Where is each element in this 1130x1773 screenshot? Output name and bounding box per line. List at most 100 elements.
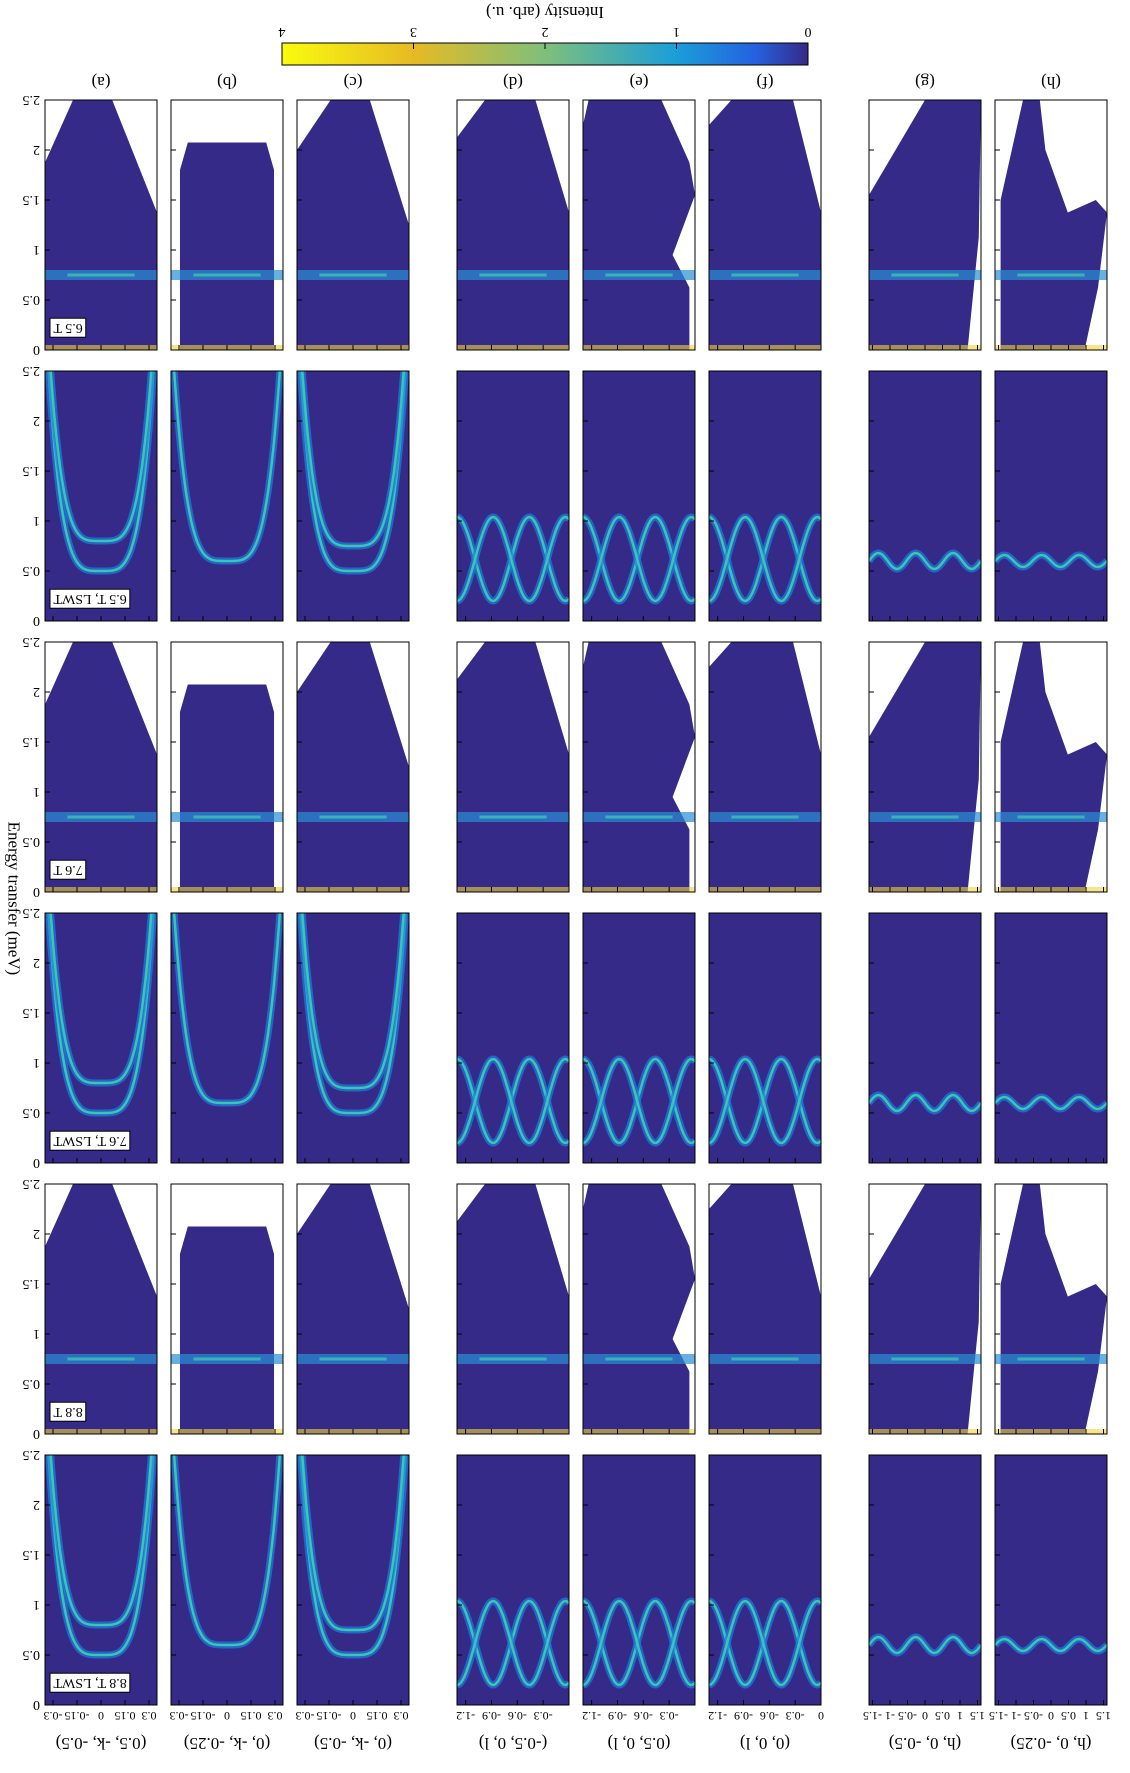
column-xlabel: (h, 0, -0.25) xyxy=(1011,1734,1092,1753)
x-tick-label: 0.3 xyxy=(142,1709,157,1723)
panel xyxy=(995,371,1107,621)
panel xyxy=(869,642,981,892)
y-tick-label: 1.5 xyxy=(23,1547,41,1562)
column-xlabel: (0.5, -k, -0.5) xyxy=(56,1734,147,1753)
y-tick-label: 0 xyxy=(33,1697,40,1712)
column-label: (h) xyxy=(1041,73,1061,92)
y-tick-label: 1 xyxy=(33,242,40,257)
panel-background xyxy=(995,913,1107,1163)
x-tick-label: 0.3 xyxy=(268,1709,283,1723)
x-tick-label: -0.6 xyxy=(508,1709,527,1723)
column-label: (c) xyxy=(344,73,363,92)
row-label: 8.8 T, LSWT xyxy=(53,1675,127,1690)
x-tick-label: 1 xyxy=(1083,1709,1089,1723)
panel-background xyxy=(995,1455,1107,1705)
panel xyxy=(709,1184,821,1434)
x-tick-label: 0.15 xyxy=(241,1709,262,1723)
y-tick-label: 2.5 xyxy=(23,1176,41,1191)
panel xyxy=(995,100,1107,350)
x-tick-label: 0.3 xyxy=(394,1709,409,1723)
panel-background xyxy=(995,371,1107,621)
panel-background xyxy=(869,1455,981,1705)
y-tick-label: 2 xyxy=(33,142,40,157)
x-tick-label: 0 xyxy=(1048,1709,1054,1723)
y-tick-label: 0 xyxy=(33,884,40,899)
x-tick-label: -0.6 xyxy=(634,1709,653,1723)
panel xyxy=(457,100,569,350)
y-tick-label: 0 xyxy=(33,1155,40,1170)
x-tick-label: 0.15 xyxy=(115,1709,136,1723)
colorbar-tick-label: 4 xyxy=(279,24,286,39)
x-tick-label: 0 xyxy=(224,1709,230,1723)
x-tick-label: -1.2 xyxy=(582,1709,601,1723)
y-tick-label: 2 xyxy=(33,413,40,428)
elastic-line xyxy=(457,1429,569,1434)
elastic-line xyxy=(709,345,821,350)
panel xyxy=(45,642,157,892)
panel xyxy=(297,642,409,892)
x-tick-label: -1 xyxy=(1011,1709,1021,1723)
x-tick-label: -0.9 xyxy=(734,1709,753,1723)
column-xlabel: (0.5, 0, l) xyxy=(608,1734,671,1753)
panel xyxy=(171,642,283,892)
column-label: (e) xyxy=(630,73,649,92)
y-axis-label: Energy transfer (meV) xyxy=(5,822,24,976)
panel xyxy=(709,371,821,621)
y-tick-label: 1.5 xyxy=(23,463,41,478)
coverage xyxy=(180,1227,274,1435)
panel xyxy=(45,100,157,350)
panel xyxy=(297,1184,409,1434)
colorbar-label: Intensity (arb. u.) xyxy=(486,3,604,22)
elastic-line xyxy=(583,345,695,350)
panel xyxy=(995,642,1107,892)
y-tick-label: 0.5 xyxy=(23,1376,41,1391)
panel xyxy=(709,642,821,892)
elastic-line xyxy=(583,1429,695,1434)
x-tick-label: -0.3 xyxy=(44,1709,63,1723)
panel xyxy=(995,1184,1107,1434)
x-tick-label: -0.5 xyxy=(1024,1709,1043,1723)
x-tick-label: 0 xyxy=(818,1709,824,1723)
column-label: (b) xyxy=(217,73,237,92)
row-label: 8.8 T xyxy=(53,1404,83,1419)
panel-background xyxy=(869,371,981,621)
x-tick-label: 0.5 xyxy=(1061,1709,1076,1723)
y-tick-label: 0.5 xyxy=(23,1105,41,1120)
y-tick-label: 2 xyxy=(33,955,40,970)
elastic-line xyxy=(457,887,569,892)
row-label: 7.6 T xyxy=(53,862,83,877)
elastic-line xyxy=(709,887,821,892)
x-tick-label: -0.3 xyxy=(786,1709,805,1723)
x-tick-label: -0.15 xyxy=(65,1709,90,1723)
row-label: 6.5 T xyxy=(53,320,83,335)
y-tick-label: 0.5 xyxy=(23,1647,41,1662)
panel xyxy=(45,1184,157,1434)
x-tick-label: -0.9 xyxy=(482,1709,501,1723)
panel xyxy=(869,371,981,621)
panel xyxy=(171,100,283,350)
x-tick-label: -0.15 xyxy=(191,1709,216,1723)
x-tick-label: -0.3 xyxy=(534,1709,553,1723)
coverage xyxy=(583,100,695,350)
x-tick-label: 0 xyxy=(98,1709,104,1723)
column-xlabel: (h, 0, -0.5) xyxy=(889,1734,961,1753)
x-tick-label: -0.3 xyxy=(660,1709,679,1723)
coverage xyxy=(583,642,695,892)
y-tick-label: 0 xyxy=(33,1426,40,1441)
panel xyxy=(583,1455,695,1705)
panel xyxy=(583,100,695,350)
panel xyxy=(709,100,821,350)
x-tick-label: 0 xyxy=(350,1709,356,1723)
x-tick-label: 1.5 xyxy=(1096,1709,1111,1723)
y-tick-label: 2 xyxy=(33,1226,40,1241)
x-tick-label: 1.5 xyxy=(970,1709,985,1723)
row-label: 6.5 T, LSWT xyxy=(53,591,127,606)
x-tick-label: -0.6 xyxy=(760,1709,779,1723)
panel xyxy=(583,1184,695,1434)
x-tick-label: 0 xyxy=(922,1709,928,1723)
x-tick-label: -0.9 xyxy=(608,1709,627,1723)
coverage xyxy=(180,143,274,351)
y-tick-label: 1.5 xyxy=(23,734,41,749)
colorbar-tick-label: 0 xyxy=(805,24,812,39)
panel xyxy=(457,642,569,892)
